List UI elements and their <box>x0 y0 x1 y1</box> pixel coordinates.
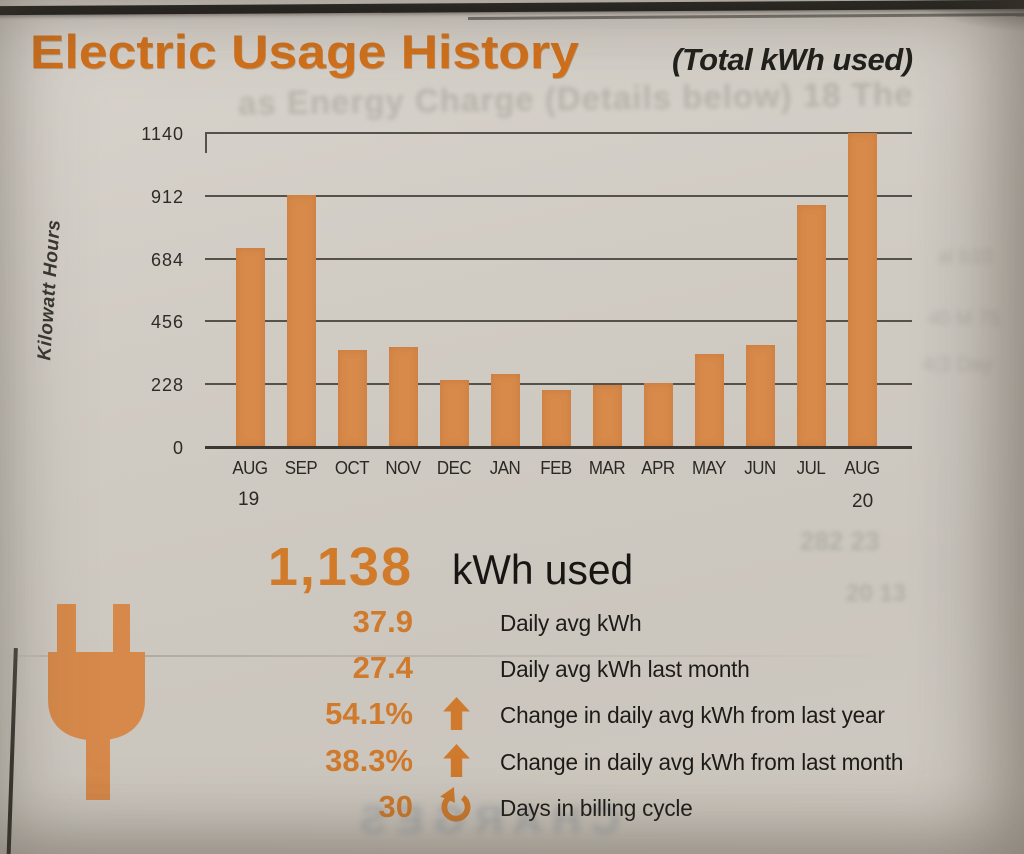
bar-jul-11 <box>796 205 826 446</box>
x-axis-labels: AUG SEP OCT NOV DEC JAN FEB MAR APR MAY JUN JUL AUG <box>205 458 912 482</box>
stat-label-1: Daily avg kWh last month <box>500 656 750 682</box>
x-label-nov-3: NOV <box>385 458 421 478</box>
page-title: Electric Usage History <box>30 25 579 78</box>
x-label-aug-0: AUG <box>232 458 268 478</box>
y-tick-label-228: 228 <box>150 375 184 396</box>
top-border-line <box>0 0 1024 16</box>
y-axis-stub <box>205 133 207 153</box>
paper-crease <box>0 655 1024 657</box>
total-kwh-value: 1,138 <box>267 537 413 597</box>
bar-sep-1 <box>286 194 316 446</box>
ghost-text: 4(3 Day <box>922 354 993 376</box>
stat-value-3: 38.3% <box>325 743 413 778</box>
y-tick-label-684: 684 <box>150 249 184 270</box>
bar-dec-4 <box>439 379 469 446</box>
page-subtitle: (Total kWh used) <box>672 42 913 77</box>
bar-jan-5 <box>490 374 520 446</box>
stat-row-0: 37.9 Daily avg kWh <box>0 604 1024 646</box>
x-label-oct-2: OCT <box>334 458 370 478</box>
up-arrow-icon <box>432 691 480 735</box>
ghost-text: 282 23 <box>800 526 880 556</box>
ghost-text: 40 M 75 <box>928 308 1001 330</box>
y-tick-label-456: 456 <box>150 312 184 333</box>
bar-chart-plot: 0 228 456 684 912 1140 <box>141 124 912 458</box>
y-tick-label-1140: 1140 <box>141 124 184 144</box>
bar-feb-6 <box>541 389 571 446</box>
stat-value-0: 37.9 <box>352 604 413 639</box>
bar-oct-2 <box>337 349 367 446</box>
bar-nov-3 <box>388 346 418 446</box>
x-label-sep-1: SEP <box>284 458 318 478</box>
bar-may-9 <box>694 353 724 446</box>
bar-apr-8 <box>643 383 673 446</box>
stat-value-1: 27.4 <box>352 650 413 685</box>
bar-jun-10 <box>745 345 775 446</box>
stat-row-4: 30 Days in billing cycle <box>0 787 1024 831</box>
top-border-line-secondary <box>467 13 1024 20</box>
x-label-jun-10: JUN <box>744 458 776 478</box>
x-label-aug-12: AUG <box>844 458 880 478</box>
gridline-0 <box>205 446 912 449</box>
bar-aug-0 <box>235 247 265 446</box>
gridline-228 <box>205 383 912 386</box>
x-label-apr-8: APR <box>641 458 675 478</box>
total-kwh-label: kWh used <box>452 546 634 593</box>
refresh-icon <box>432 784 480 828</box>
x-label-dec-4: DEC <box>436 458 472 478</box>
ghost-text: as Energy Charge (Details below) 18 The <box>237 75 914 122</box>
year-label-2020: 20 <box>852 491 874 512</box>
stat-label-3: Change in daily avg kWh from last month <box>500 749 904 775</box>
stat-label-0: Daily avg kWh <box>500 610 642 636</box>
gridline-912 <box>205 194 912 197</box>
electric-plug-icon <box>48 604 145 800</box>
stat-label-2: Change in daily avg kWh from last year <box>500 702 885 728</box>
ghost-text: al b10 <box>938 246 993 268</box>
gridline-684 <box>205 257 912 260</box>
stat-value-4: 30 <box>378 789 413 824</box>
y-axis-title: Kilowatt Hours <box>34 218 65 362</box>
stat-row-1: 27.4 Daily avg kWh last month <box>0 650 1024 692</box>
x-label-mar-7: MAR <box>588 458 626 478</box>
stat-row-2: 54.1% Change in daily avg kWh from last y… <box>0 696 1024 738</box>
bar-mar-7 <box>592 385 622 446</box>
y-tick-label-912: 912 <box>150 186 184 207</box>
x-label-jan-5: JAN <box>489 458 521 478</box>
stat-label-4: Days in billing cycle <box>500 795 693 821</box>
x-label-jul-11: JUL <box>796 458 826 478</box>
gridline-1140 <box>205 132 912 134</box>
y-tick-label-0: 0 <box>172 438 184 458</box>
bar-aug-12 <box>847 132 877 446</box>
stat-row-3: 38.3% Change in daily avg kWh from last m… <box>0 743 1024 785</box>
year-label-2019: 19 <box>238 489 260 510</box>
x-label-may-9: MAY <box>691 458 726 478</box>
up-arrow-icon <box>432 738 480 782</box>
x-label-feb-6: FEB <box>540 458 572 478</box>
gridline-456 <box>205 320 912 323</box>
stat-value-2: 54.1% <box>325 696 413 731</box>
